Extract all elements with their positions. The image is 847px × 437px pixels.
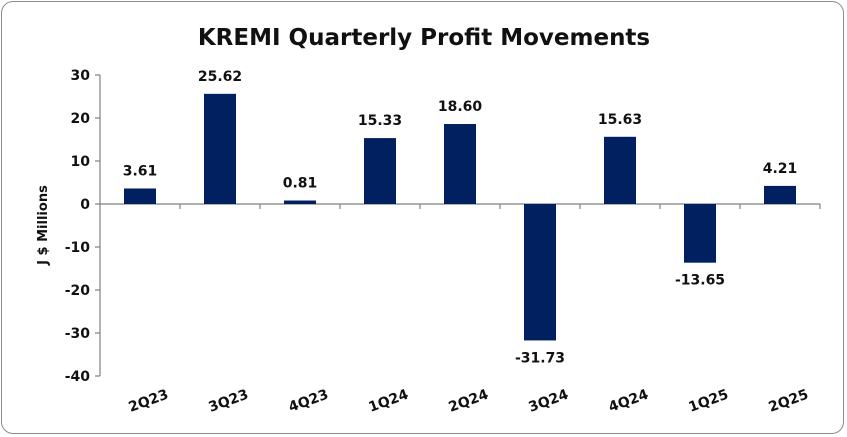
- bar-4Q23: [284, 200, 316, 204]
- data-label: 3.61: [123, 163, 158, 179]
- bar-1Q24: [364, 138, 396, 204]
- data-label: -31.73: [515, 350, 565, 366]
- x-tick-label: 4Q24: [607, 387, 651, 416]
- bar-2Q25: [764, 185, 796, 204]
- x-tick-label: 1Q24: [367, 387, 411, 416]
- bar-2Q23: [124, 188, 156, 204]
- chart-title: KREMI Quarterly Profit Movements: [198, 25, 650, 51]
- data-label: 4.21: [763, 161, 798, 177]
- bar-1Q25: [684, 204, 716, 263]
- y-tick-label: -20: [65, 283, 91, 299]
- y-tick-label: -30: [65, 326, 91, 342]
- bar-3Q24: [524, 204, 556, 341]
- data-label: 0.81: [283, 176, 318, 192]
- bar-3Q23: [204, 93, 236, 204]
- x-tick-label: 1Q25: [687, 387, 731, 416]
- bar-2Q24: [444, 124, 476, 204]
- data-label: 15.63: [598, 112, 642, 128]
- y-tick-label: 0: [80, 197, 90, 213]
- bars: 3.61 25.62 0.81 15.33 18.60 -31.73 15.63 -13.65…: [123, 69, 798, 367]
- y-tick-label: 20: [71, 111, 91, 127]
- x-tick-label: 3Q24: [527, 387, 571, 416]
- y-tick-label: -10: [65, 240, 91, 256]
- y-tick-label: -40: [65, 369, 91, 385]
- data-label: 25.62: [198, 69, 242, 85]
- x-tick-label: 2Q23: [127, 387, 171, 416]
- y-axis-label: J $ Millions: [36, 185, 51, 266]
- data-label: -13.65: [675, 273, 725, 289]
- x-tick-label: 4Q23: [287, 387, 331, 416]
- x-tick-label: 2Q24: [447, 387, 491, 416]
- bar-4Q24: [604, 136, 636, 204]
- x-tick-label: 2Q25: [767, 387, 811, 416]
- x-tick-label: 3Q23: [207, 387, 251, 416]
- y-tick-label: 10: [71, 154, 91, 170]
- y-tick-label: 30: [71, 68, 91, 84]
- data-label: 15.33: [358, 113, 402, 129]
- data-label: 18.60: [438, 99, 483, 115]
